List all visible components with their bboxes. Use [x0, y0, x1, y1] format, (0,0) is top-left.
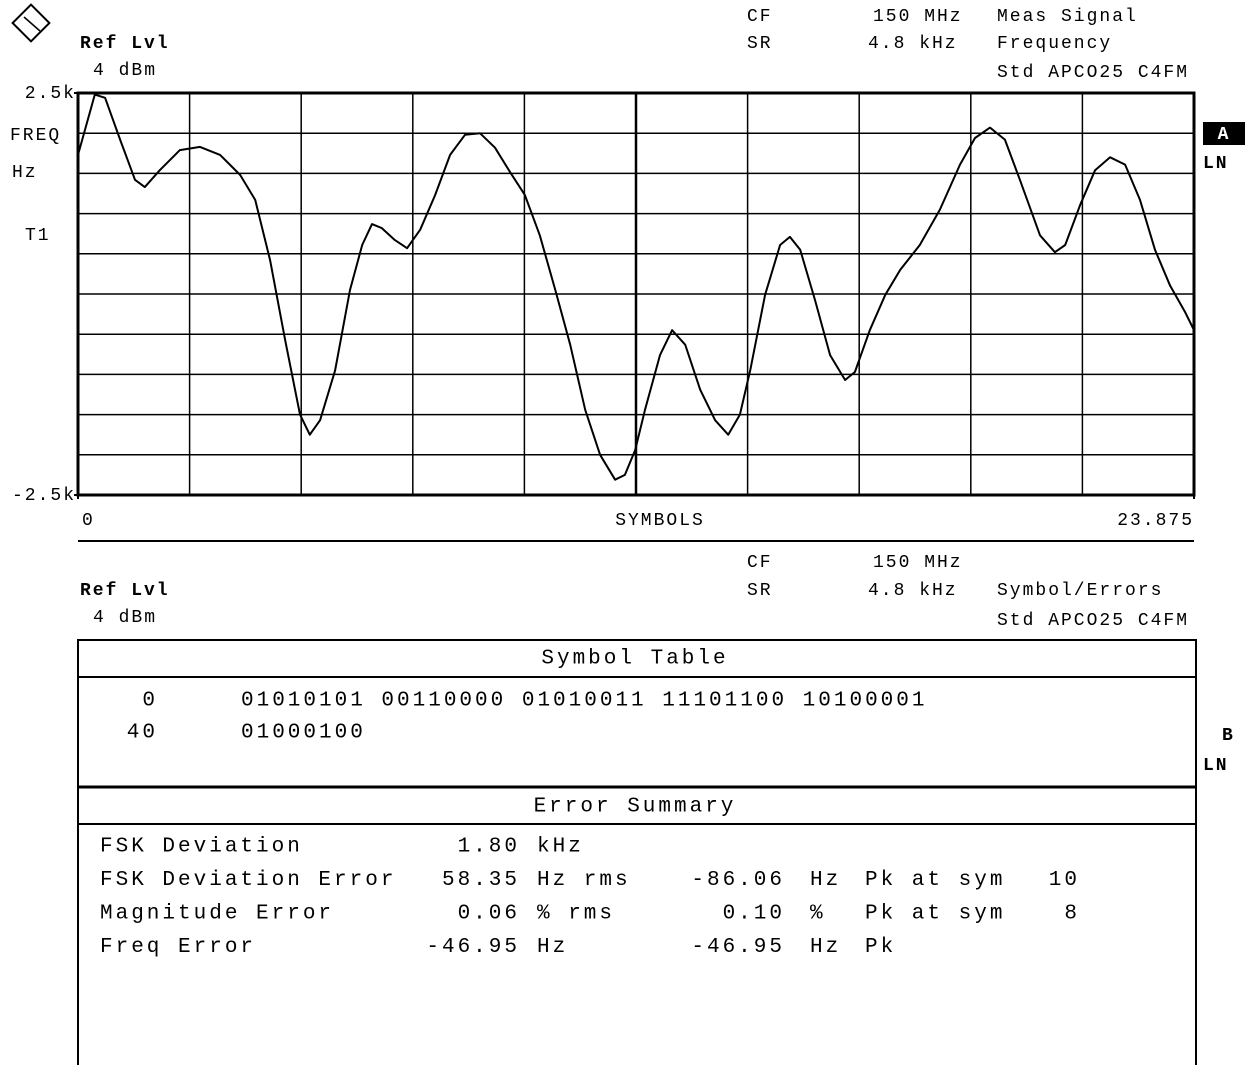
- y-tick-label: 2.5k: [25, 84, 76, 104]
- cell: Hz: [810, 936, 841, 959]
- ref-lvl: 4 dBm: [93, 61, 157, 81]
- trace-label: T1: [25, 226, 51, 246]
- scale-a: LN: [1203, 154, 1229, 174]
- tables-frame: [77, 639, 1197, 1065]
- cell: -86.06: [691, 869, 785, 892]
- logo: [11, 3, 51, 43]
- cell: 0.10: [723, 903, 785, 926]
- cell: kHz: [537, 836, 584, 859]
- ref-lvl: 4 dBm: [93, 608, 157, 628]
- plot-frame: [76, 91, 1196, 497]
- cell: 8: [1064, 903, 1080, 926]
- cell: 10: [1049, 869, 1080, 892]
- cell: FSK Deviation Error: [100, 869, 396, 892]
- cell: % rms: [537, 903, 615, 926]
- row-bits: 01010101 00110000 01010011 11101100 1010…: [241, 690, 928, 713]
- cf-label: CF: [747, 7, 773, 27]
- result: Frequency: [997, 34, 1112, 54]
- sr: 4.8 kHz: [868, 581, 958, 601]
- cell: 58.35: [442, 869, 520, 892]
- cell: Hz: [537, 936, 568, 959]
- cell: -46.95: [426, 936, 520, 959]
- table-title: Error Summary: [534, 796, 737, 819]
- ref-lvl-label: Ref Lvl: [80, 34, 170, 54]
- cell: Pk at sym: [865, 869, 1005, 892]
- cf: 150 MHz: [873, 553, 963, 573]
- cell: Pk at sym: [865, 903, 1005, 926]
- y-tick-label: -2.5k: [12, 486, 76, 506]
- row-index: 40: [127, 722, 158, 745]
- y-unit: Hz: [12, 163, 38, 183]
- screen-a: A: [1218, 125, 1231, 145]
- scale-b: LN: [1203, 756, 1229, 776]
- cell: Pk: [865, 936, 896, 959]
- y-label: FREQ: [10, 126, 61, 146]
- cell: Freq Error: [100, 936, 256, 959]
- cell: FSK Deviation: [100, 836, 303, 859]
- row-bits: 01000100: [241, 722, 366, 745]
- cell: Hz rms: [537, 869, 631, 892]
- x-tick-label: 0: [82, 511, 95, 531]
- trace: [77, 93, 1195, 481]
- cf: 150 MHz: [873, 7, 963, 27]
- cell: Magnitude Error: [100, 903, 334, 926]
- cell: -46.95: [691, 936, 785, 959]
- result: Symbol/Errors: [997, 581, 1163, 601]
- sr: 4.8 kHz: [868, 34, 958, 54]
- mode: Meas Signal: [997, 7, 1138, 27]
- ref-lvl-label: Ref Lvl: [80, 581, 170, 601]
- table-title: Symbol Table: [541, 648, 728, 671]
- cf-label: CF: [747, 553, 773, 573]
- standard: Std APCO25 C4FM: [997, 63, 1189, 83]
- cell: %: [810, 903, 826, 926]
- standard: Std APCO25 C4FM: [997, 611, 1189, 631]
- x-tick-label: 23.875: [1117, 511, 1194, 531]
- row-index: 0: [142, 690, 158, 713]
- cell: 0.06: [458, 903, 520, 926]
- sr-label: SR: [747, 581, 773, 601]
- sr-label: SR: [747, 34, 773, 54]
- screen-b: B: [1222, 726, 1235, 746]
- screen-badge: [1203, 122, 1245, 145]
- cell: Hz: [810, 869, 841, 892]
- x-label: SYMBOLS: [615, 511, 705, 531]
- cell: 1.80: [458, 836, 520, 859]
